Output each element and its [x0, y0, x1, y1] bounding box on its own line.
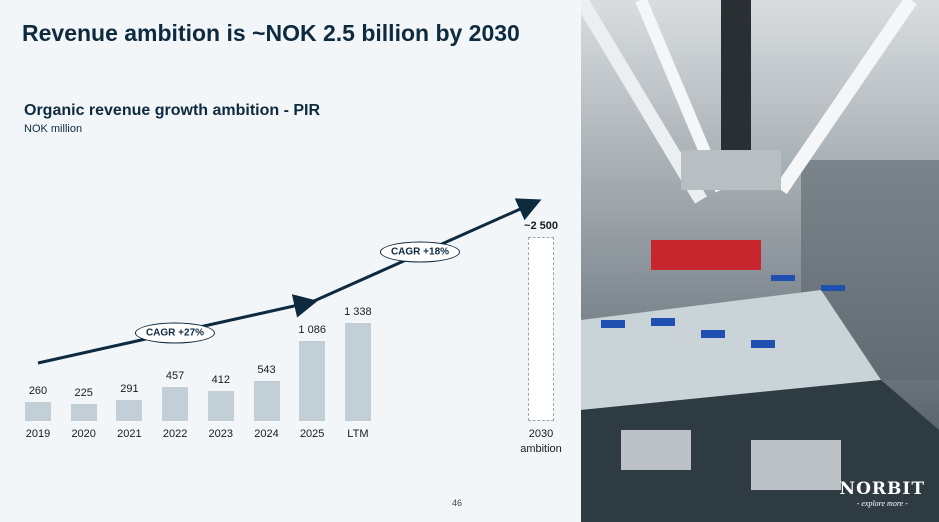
value-label: 225 [74, 387, 93, 400]
x-tick-label: 2019 [25, 428, 51, 440]
cagr-annotation: CAGR +27% [134, 322, 216, 344]
value-label: 412 [211, 373, 230, 386]
value-label: 260 [28, 384, 48, 397]
slide-title: Revenue ambition is ~NOK 2.5 billion by … [22, 20, 520, 46]
chart-title: Organic revenue growth ambition - PIR [24, 102, 321, 119]
logo: NORBIT - explore more - [840, 479, 925, 508]
x-tick-label: 2030 ambition [520, 428, 562, 455]
bar [253, 381, 280, 421]
value-label: 543 [257, 364, 276, 377]
bar [299, 341, 326, 421]
value-label: 1 338 [344, 305, 372, 318]
x-tick-label: 2020 [71, 428, 96, 440]
page-number: 46 [452, 498, 463, 508]
chart-unit: NOK million [24, 123, 83, 135]
x-tick-label: 2022 [162, 428, 188, 440]
bar [116, 399, 143, 421]
logo-name: NORBIT [839, 479, 925, 499]
bar [162, 387, 189, 421]
bar [207, 390, 234, 421]
value-label: ~2 500 [524, 220, 558, 232]
content-panel: Revenue ambition is ~NOK 2.5 billion by … [0, 0, 581, 522]
cagr-annotation: CAGR +18% [379, 241, 461, 263]
value-label: 1 086 [298, 324, 326, 337]
x-tick-label: 2025 [299, 428, 325, 440]
bar [528, 237, 554, 421]
bar [70, 404, 97, 421]
x-tick-label: 2024 [254, 428, 279, 440]
bar [344, 322, 371, 421]
trend-arrows [37, 198, 542, 365]
x-tick-label: LTM [347, 428, 369, 440]
photo [581, 0, 939, 522]
bar [25, 401, 51, 421]
value-label: 291 [120, 382, 139, 395]
plot: 260 2019 225 2020 291 2021 457 2022 412 2023 543 20… [25, 198, 562, 455]
x-tick-label: 2021 [117, 428, 142, 440]
x-tick-label: 2023 [208, 428, 234, 440]
value-label: 457 [165, 370, 185, 383]
logo-tagline: - explore more - [856, 499, 908, 508]
